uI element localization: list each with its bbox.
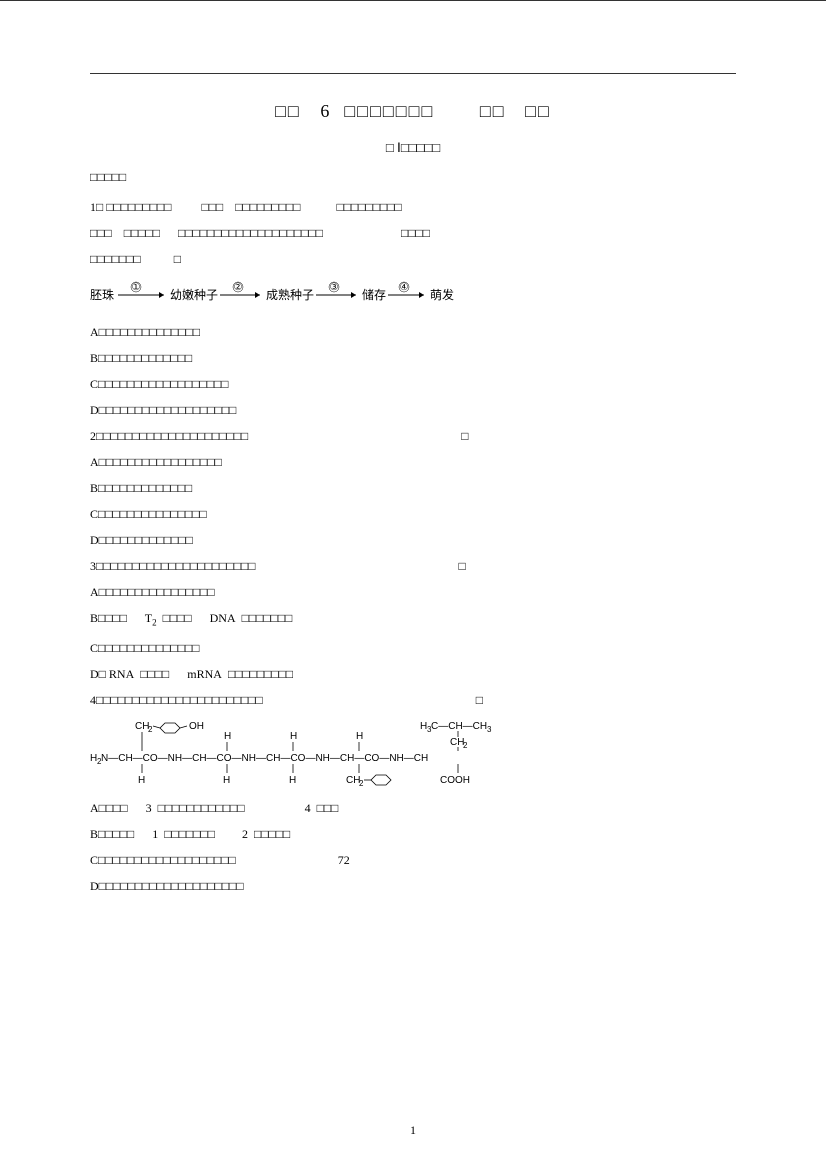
svg-text:OH: OH	[189, 721, 204, 732]
title-part-3: □□	[480, 101, 506, 121]
svg-text:2: 2	[148, 725, 153, 734]
flow-node-1: 胚珠	[90, 288, 114, 302]
q3-option-b: B□□□□ T2 □□□□ DNA □□□□□□□	[90, 605, 736, 635]
q4c-a: C□□□□□□□□□□□□□□□□□□□	[90, 853, 236, 867]
q1-option-d: D□□□□□□□□□□□□□□□□□□□	[90, 397, 736, 423]
svg-text:2: 2	[359, 779, 364, 787]
q3b-sub: 2	[152, 617, 157, 627]
q1-text-2a: □□□	[90, 226, 112, 240]
q4-option-a: A□□□□ 3 □□□□□□□□□□□□ 4 □□□	[90, 795, 736, 821]
svg-text:H: H	[138, 775, 145, 786]
peptide-structure-diagram: .c{font-family:Arial,sans-serif;font-siz…	[90, 719, 736, 787]
section-heading: □□□□□	[90, 170, 736, 185]
flow-diagram: .ft{font-family:SimSun,serif;font-size:1…	[90, 279, 736, 309]
q2-option-a: A□□□□□□□□□□□□□□□□□	[90, 449, 736, 475]
q2-option-c: C□□□□□□□□□□□□□□□	[90, 501, 736, 527]
svg-text:④: ④	[400, 282, 409, 293]
q3d-c: □□□□	[140, 667, 169, 681]
q4b-c: □□□□□□□	[164, 827, 215, 841]
svg-text:N—CH—CO—NH—CH—CO—NH—CH—CO—NH—C: N—CH—CO—NH—CH—CO—NH—CH—CO—NH—CH—CO—NH—CH	[101, 753, 428, 764]
q2-stem-text: 2□□□□□□□□□□□□□□□□□□□□□	[90, 429, 248, 443]
svg-text:H: H	[223, 775, 230, 786]
title-part-1: □□	[275, 101, 301, 121]
q3d-d: mRNA	[187, 667, 222, 681]
svg-text:3: 3	[487, 725, 492, 734]
svg-text:H: H	[289, 775, 296, 786]
q1-option-c: C□□□□□□□□□□□□□□□□□□	[90, 371, 736, 397]
q2-option-d: D□□□□□□□□□□□□□	[90, 527, 736, 553]
q1-text-2b: □□□□□	[124, 226, 160, 240]
q4a-b: 3	[146, 801, 152, 815]
flow-node-2: 幼嫩种子	[170, 288, 218, 302]
svg-text:2: 2	[463, 741, 468, 750]
q4-paren: □	[476, 687, 483, 713]
q4-option-c: C□□□□□□□□□□□□□□□□□□□ 72	[90, 847, 736, 873]
q1-text-2d: □□□□	[401, 226, 430, 240]
q2-option-b: B□□□□□□□□□□□□□	[90, 475, 736, 501]
q1-option-a: A□□□□□□□□□□□□□□	[90, 319, 736, 345]
q1-stem-line1: 1□ □□□□□□□□□ □□□ □□□□□□□□□ □□□□□□□□□	[90, 195, 736, 219]
q3-option-c: C□□□□□□□□□□□□□□	[90, 635, 736, 661]
q1-text-3: □□□□□□□	[90, 252, 141, 266]
flow-node-4: 储存	[362, 287, 386, 302]
svg-text:①: ①	[132, 282, 141, 293]
q1-text-2c: □□□□□□□□□□□□□□□□□□□□	[178, 226, 323, 240]
svg-text:H: H	[224, 731, 231, 742]
q1-text-3b: □	[174, 252, 181, 266]
q4b-a: B□□□□□	[90, 827, 134, 841]
q3b-a: B□□□□	[90, 611, 127, 625]
q3-option-d: D□ RNA □□□□ mRNA □□□□□□□□□	[90, 661, 736, 687]
svg-text:H: H	[290, 731, 297, 742]
title-number: 6	[320, 101, 331, 121]
svg-text:H: H	[356, 731, 363, 742]
q2-paren: □	[461, 423, 468, 449]
q4a-d: 4	[305, 801, 311, 815]
q1-option-b: B□□□□□□□□□□□□□	[90, 345, 736, 371]
page: □□ 6 □□□□□□□ □□ □□ □ Ⅰ□□□□□ □□□□□ 1□ □□□…	[0, 0, 826, 1168]
q3b-e: □□□□□□□	[242, 611, 293, 625]
q1-text-d: □□□□□□□□□	[336, 200, 401, 214]
q4-option-b: B□□□□□ 1 □□□□□□□ 2 □□□□□	[90, 821, 736, 847]
q3d-e: □□□□□□□□□	[228, 667, 293, 681]
q4a-c: □□□□□□□□□□□□	[158, 801, 245, 815]
svg-text:COOH: COOH	[440, 775, 470, 786]
q3-stem: 3□□□□□□□□□□□□□□□□□□□□□□ □	[90, 553, 736, 579]
title-part-2: □□□□□□□	[344, 101, 434, 121]
q4-option-d: D□□□□□□□□□□□□□□□□□□□□	[90, 873, 736, 899]
q3-paren: □	[458, 553, 465, 579]
q4b-e: □□□□□	[254, 827, 290, 841]
q1-text-b: □□□	[201, 200, 223, 214]
svg-text:③: ③	[330, 282, 339, 293]
q1-stem-line3: □□□□□□□ □	[90, 247, 736, 271]
q4c-b: 72	[338, 853, 350, 867]
q4a-e: □□□	[317, 801, 339, 815]
q3d-a: D□	[90, 667, 106, 681]
document-title: □□ 6 □□□□□□□ □□ □□	[90, 101, 736, 122]
q4b-b: 1	[152, 827, 158, 841]
q3-option-a: A□□□□□□□□□□□□□□□□	[90, 579, 736, 605]
q1-text-a: 1□ □□□□□□□□□	[90, 200, 171, 214]
q3b-c: □□□□	[163, 611, 192, 625]
subtitle: □ Ⅰ□□□□□	[90, 140, 736, 156]
q3d-b: RNA	[109, 667, 134, 681]
flow-node-5: 萌发	[430, 287, 454, 302]
q4-stem-text: 4□□□□□□□□□□□□□□□□□□□□□□□	[90, 693, 263, 707]
q2-stem: 2□□□□□□□□□□□□□□□□□□□□□ □	[90, 423, 736, 449]
svg-text:②: ②	[234, 282, 243, 293]
q4b-d: 2	[242, 827, 248, 841]
header-rule	[90, 73, 736, 74]
q4-stem: 4□□□□□□□□□□□□□□□□□□□□□□□ □	[90, 687, 736, 713]
q4a-a: A□□□□	[90, 801, 128, 815]
svg-text:C—CH—CH: C—CH—CH	[431, 721, 487, 732]
q1-text-c: □□□□□□□□□	[235, 200, 300, 214]
q3b-d: DNA	[210, 611, 236, 625]
page-number: 1	[0, 1123, 826, 1138]
q3-stem-text: 3□□□□□□□□□□□□□□□□□□□□□□	[90, 559, 255, 573]
q1-stem-line2: □□□ □□□□□ □□□□□□□□□□□□□□□□□□□□ □□□□	[90, 221, 736, 245]
title-part-4: □□	[525, 101, 551, 121]
flow-node-3: 成熟种子	[266, 287, 314, 302]
